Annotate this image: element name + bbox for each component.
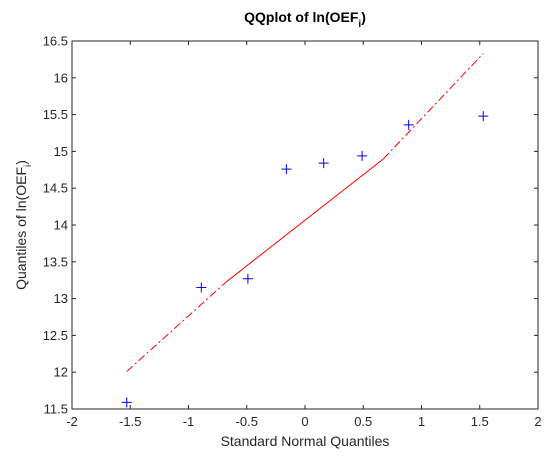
y-tick-label: 15.5 — [43, 107, 68, 122]
data-points — [121, 111, 489, 408]
reference-line-dashdot — [126, 281, 227, 372]
data-point-plus — [403, 119, 414, 130]
y-tick-label: 15 — [54, 144, 68, 159]
data-point-plus — [196, 282, 207, 293]
y-tick-label: 12 — [54, 365, 68, 380]
y-tick-label: 14.5 — [43, 181, 68, 196]
x-tick-label: 0 — [301, 414, 308, 429]
y-tick-label: 16.5 — [43, 34, 68, 49]
x-tick-label: 1.5 — [471, 414, 489, 429]
data-point-plus — [242, 273, 253, 284]
data-point-plus — [121, 397, 132, 408]
x-tick-label: -0.5 — [236, 414, 258, 429]
y-tick-label: 16 — [54, 70, 68, 85]
y-tick-label: 11.5 — [44, 402, 68, 417]
x-tick-label: 1 — [418, 414, 425, 429]
y-tick-label: 12.5 — [43, 328, 68, 343]
x-axis-label: Standard Normal Quantiles — [221, 433, 390, 449]
x-tick-label: -2 — [66, 414, 78, 429]
x-tick-label: 0.5 — [354, 414, 372, 429]
data-point-plus — [281, 164, 292, 175]
x-tick-label: -1 — [183, 414, 195, 429]
data-point-plus — [318, 158, 329, 169]
y-axis-label: Quantiles of ln(OEFi) — [13, 160, 34, 290]
chart-title: QQplot of ln(OEFi) — [244, 9, 366, 30]
axis-ticks: -2 -1.5 -1 -0.5 0 0.5 1 1.5 211.51212.51313.5141… — [43, 34, 542, 430]
data-point-plus — [357, 150, 368, 161]
x-tick-label: 2 — [534, 414, 541, 429]
x-tick-label: -1.5 — [119, 414, 141, 429]
y-tick-label: 14 — [54, 218, 68, 233]
reference-line-solid — [226, 158, 384, 283]
y-tick-label: 13.5 — [43, 254, 68, 269]
data-point-plus — [478, 111, 489, 122]
reference-line — [126, 53, 484, 372]
y-tick-label: 13 — [54, 291, 68, 306]
